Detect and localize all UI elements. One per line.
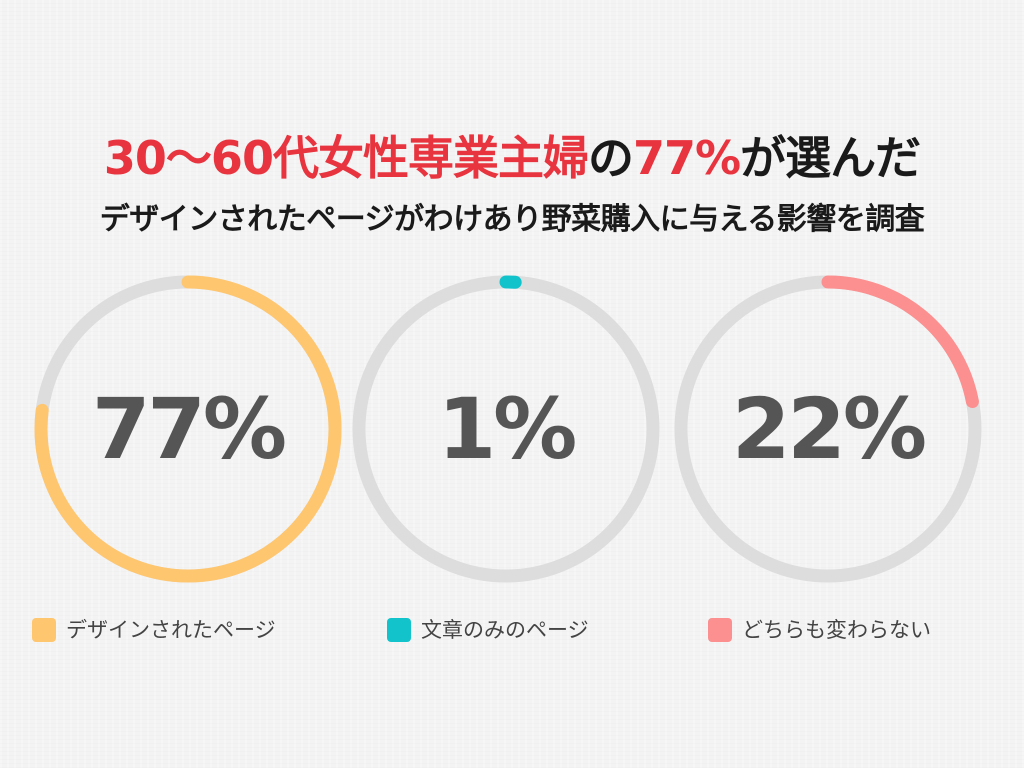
gauge-text-only-page: 1% <box>352 275 660 583</box>
title-segment-2: の <box>587 131 634 185</box>
legend-label-text-only-page: 文章のみのページ <box>421 618 589 642</box>
gauge-no-difference: 22% <box>674 275 982 583</box>
chart-subtitle: デザインされたページがわけあり野菜購入に与える影響を調査 <box>99 202 925 237</box>
gauge-value-text-only-page: 1% <box>438 380 575 478</box>
gauge-arc-designed-page <box>34 275 342 583</box>
legend-item-text-only-page: 文章のみのページ <box>387 612 589 648</box>
legend-item-designed-page: デザインされたページ <box>32 612 276 648</box>
title-segment-4: が選んだ <box>740 131 921 185</box>
legend-label-designed-page: デザインされたページ <box>66 618 276 642</box>
chart-title: 30〜60代女性専業主婦の77%が選んだ <box>0 128 1024 188</box>
legend-swatch-designed-page <box>32 618 56 642</box>
gauge-value-designed-page: 77% <box>92 380 285 478</box>
legend-swatch-no-difference <box>708 618 732 642</box>
gauge-arc-text-only-page <box>352 275 660 583</box>
legend-label-no-difference: どちらも変わらない <box>742 618 931 642</box>
legend-item-no-difference: どちらも変わらない <box>708 612 931 648</box>
legend-swatch-text-only-page <box>387 618 411 642</box>
gauge-value-no-difference: 22% <box>732 380 925 478</box>
title-segment-1: 30〜60代女性専業主婦 <box>103 131 589 185</box>
gauge-arc-no-difference <box>674 275 982 583</box>
title-segment-3: 77% <box>632 131 741 185</box>
gauge-designed-page: 77% <box>34 275 342 583</box>
